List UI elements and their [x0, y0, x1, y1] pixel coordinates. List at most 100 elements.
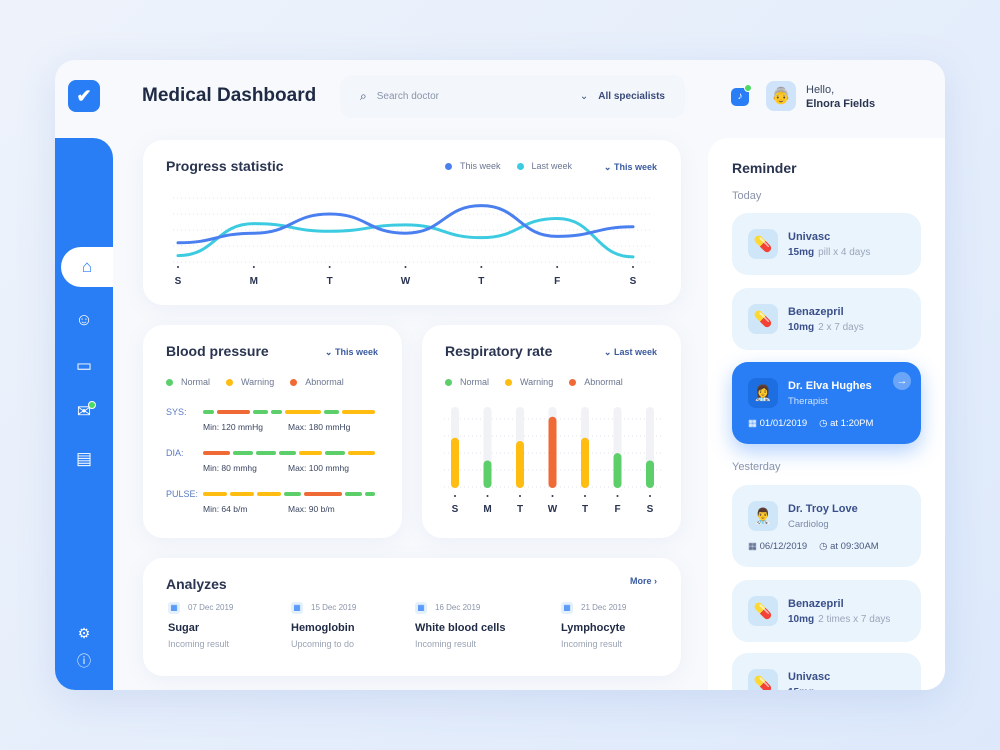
x-tick-label: M — [483, 504, 491, 515]
analysis-date: 21 Dec 2019 — [581, 603, 627, 612]
analysis-item[interactable]: ▦ 07 Dec 2019 Sugar Incoming result — [168, 602, 233, 649]
doctor-avatar: 👨‍⚕️ — [748, 501, 778, 531]
bp-segment-warning — [284, 410, 322, 414]
bp-min: Min: 64 b/m — [203, 504, 248, 514]
logo-icon[interactable]: ✔ — [68, 80, 100, 112]
tick-dot — [556, 266, 559, 268]
analysis-item[interactable]: ▦ 21 Dec 2019 Lymphocyte Incoming result — [561, 602, 626, 649]
calendar-icon: ▦ — [291, 602, 303, 614]
bp-segment-abnormal — [217, 410, 250, 414]
bp-segment-normal — [255, 451, 276, 455]
settings-button[interactable]: ⚙ — [55, 618, 113, 648]
x-tick-label: T — [478, 276, 484, 287]
med-name: Univasc — [788, 231, 831, 243]
info-icon: ⓘ — [77, 653, 91, 669]
reminder-appointment[interactable]: 👨‍⚕️ Dr. Troy Love Cardiolog ▦ 06/12/2019 ◷ … — [732, 485, 921, 567]
search-input[interactable]: Search doctor — [376, 91, 439, 102]
tick-dot — [616, 495, 619, 497]
bp-segment-normal — [232, 451, 253, 455]
bp-segment-normal — [324, 410, 340, 414]
legend-abnormal: Abnormal — [290, 377, 344, 387]
bp-label: DIA: — [166, 448, 184, 458]
page-title: Medical Dashboard — [142, 85, 317, 106]
bp-segment-normal — [278, 451, 296, 455]
x-tick-label: T — [517, 504, 523, 515]
progress-card: Progress statistic This week Last week ⌄… — [143, 140, 681, 305]
section-yesterday: Yesterday — [732, 461, 781, 473]
week-filter[interactable]: ⌄ Last week — [603, 347, 657, 357]
bp-segment-abnormal — [203, 451, 230, 455]
greeting: Hello, — [806, 84, 835, 96]
analysis-status: Incoming result — [561, 639, 623, 649]
info-button[interactable]: ⓘ — [55, 646, 113, 676]
bar-warning — [581, 437, 589, 488]
analysis-item[interactable]: ▦ 15 Dec 2019 Hemoglobin Upcoming to do — [291, 602, 356, 649]
analysis-name: Hemoglobin — [291, 622, 355, 634]
sidebar-item-inbox[interactable]: ▤ — [55, 444, 113, 474]
tick-dot — [584, 495, 586, 497]
legend-normal: Normal — [445, 377, 489, 387]
x-tick-label: S — [452, 504, 459, 515]
bar-abnormal — [548, 416, 557, 488]
clipboard-icon: ▭ — [75, 356, 93, 375]
avatar[interactable]: 👵 — [766, 81, 796, 111]
x-tick-label: S — [630, 276, 637, 287]
reminder-medication[interactable]: 💊 Benazepril 10mg 2 x 7 days — [732, 288, 921, 350]
card-title: Progress statistic — [166, 158, 284, 174]
week-filter[interactable]: ⌄ This week — [603, 162, 657, 172]
sidebar-item-doctors[interactable]: ☺ — [55, 305, 113, 335]
blood-pressure-card: Blood pressure ⌄ This week Normal Warnin… — [143, 325, 402, 538]
more-link[interactable]: More › — [629, 576, 657, 586]
notification-dot — [744, 84, 752, 92]
sidebar-item-clipboard[interactable]: ▭ — [55, 351, 113, 381]
specialist-select[interactable]: All specialists — [598, 91, 665, 102]
x-tick-label: W — [548, 504, 558, 515]
analysis-status: Incoming result — [168, 639, 230, 649]
analysis-name: Lymphocyte — [561, 622, 626, 634]
reminder-title: Reminder — [732, 160, 797, 176]
bp-label: PULSE: — [166, 489, 199, 499]
legend-abnormal: Abnormal — [569, 377, 623, 387]
bp-label: SYS: — [166, 407, 187, 417]
sidebar-item-messages[interactable]: ✉ — [55, 397, 113, 427]
bar-warning — [451, 437, 459, 488]
bp-segment-warning — [229, 492, 254, 496]
calendar-icon: ▦ — [561, 602, 573, 614]
time: at 1:20PM — [830, 418, 874, 429]
x-tick-label: S — [175, 276, 182, 287]
bp-bar — [203, 492, 375, 496]
x-tick-label: F — [554, 276, 560, 287]
tick-dot — [454, 495, 456, 497]
reminder-medication[interactable]: 💊 Benazepril 10mg 2 times x 7 days — [732, 580, 921, 642]
legend: Normal Warning Abnormal — [166, 377, 344, 387]
med-name: Benazepril — [788, 598, 844, 610]
bp-segment-warning — [342, 410, 376, 414]
med-dose: 15mg pill x 4 days — [788, 247, 870, 258]
analysis-item[interactable]: ▦ 16 Dec 2019 White blood cells Incoming re… — [415, 602, 505, 649]
dose: 10mg — [788, 614, 815, 625]
reminder-medication[interactable]: 💊 Univasc 15mg pill x 4 days — [732, 213, 921, 275]
reminder-appointment[interactable]: 👩‍⚕️ Dr. Elva Hughes Therapist ▦ 01/01/2019… — [732, 362, 921, 444]
bp-segment-normal — [344, 492, 362, 496]
clock-icon: ◷ at 1:20PM — [819, 418, 874, 429]
arrow-right-icon[interactable]: → — [893, 372, 911, 390]
bp-max: Max: 100 mmhg — [288, 463, 349, 473]
sidebar-item-home[interactable]: ⌂ — [61, 247, 113, 287]
reminder-medication[interactable]: 💊 Univasc 15mg — [732, 653, 921, 690]
schedule: pill x 4 days — [818, 247, 871, 258]
calendar-icon: ▦ 01/01/2019 — [748, 418, 808, 429]
analysis-date: 15 Dec 2019 — [311, 603, 357, 612]
search-bar[interactable]: ⌕ Search doctor ⌄ All specialists — [340, 75, 685, 118]
tick-dot — [486, 495, 489, 497]
bp-segment-normal — [364, 492, 375, 496]
week-filter[interactable]: ⌄ This week — [324, 347, 378, 357]
bp-segment-warning — [348, 451, 376, 455]
section-today: Today — [732, 190, 762, 202]
reminder-panel: Reminder Today Yesterday 💊 Univasc 15mg pil… — [708, 138, 945, 690]
dose: 15mg — [788, 687, 814, 690]
bell-icon[interactable]: ♪ — [731, 88, 749, 106]
bp-max: Max: 180 mmHg — [288, 422, 351, 432]
filter-label: This week — [334, 347, 378, 357]
